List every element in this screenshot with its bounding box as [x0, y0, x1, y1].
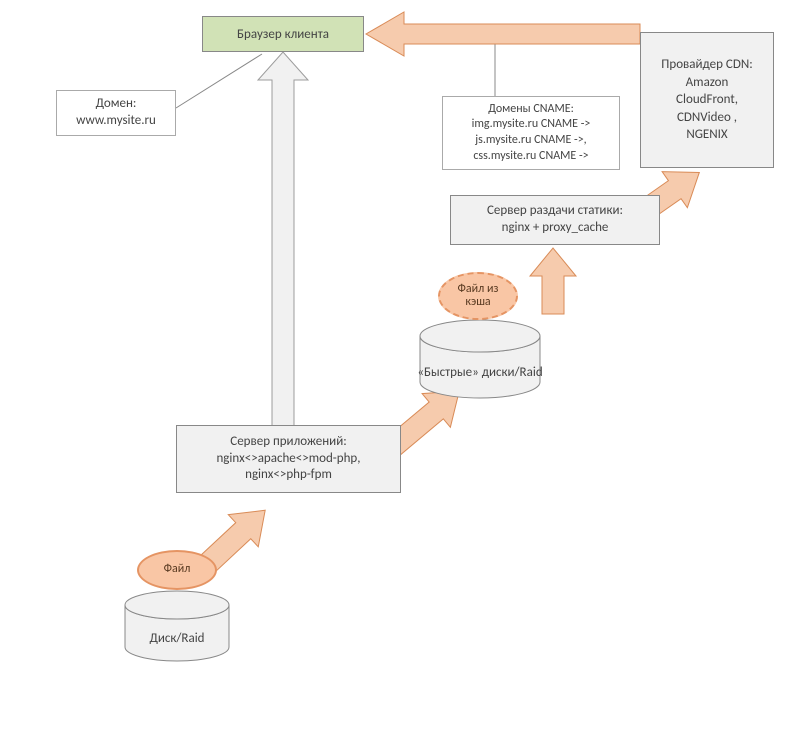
- node-static: Сервер раздачи статики: nginx + proxy_ca…: [450, 195, 660, 245]
- arrow-app-to-browser: [258, 52, 308, 426]
- cylinder-disk-label: Диск/Raid: [149, 631, 204, 646]
- node-static-line0: Сервер раздачи статики:: [487, 203, 623, 220]
- callout-cname-line0: Домены CNAME:: [488, 102, 574, 118]
- node-appserver-line1: nginx<>apache<>mod-php,: [216, 451, 360, 468]
- node-cdn-line4: NGENIX: [686, 126, 727, 144]
- callout-cname-line3: css.mysite.ru CNAME ->: [473, 149, 588, 165]
- callout-domain-line0: Домен:: [96, 96, 137, 113]
- cylinder-fastdisk: «Быстрые» диски/Raid: [417, 320, 542, 398]
- ellipse-filecache: Файл из кэша: [438, 272, 518, 320]
- node-appserver-line0: Сервер приложений:: [230, 434, 346, 451]
- node-cdn-line1: Amazon: [686, 74, 729, 92]
- node-static-line1: nginx + proxy_cache: [502, 220, 609, 237]
- callout-cname-line2: js.mysite.ru CNAME ->,: [475, 133, 586, 149]
- cylinder-fastdisk-label: «Быстрые» диски/Raid: [417, 365, 542, 380]
- node-cdn-line3: CDNVideo ,: [677, 109, 737, 127]
- ellipse-file-line0: Файл: [164, 563, 191, 576]
- callout-cname: Домены CNAME: img.mysite.ru CNAME -> js.…: [442, 96, 620, 170]
- arrow-fastdisk-to-static: [530, 248, 576, 314]
- ellipse-filecache-line1: кэша: [465, 296, 490, 309]
- callout-cname-line1: img.mysite.ru CNAME ->: [472, 117, 591, 133]
- callout-domain-leader: [176, 54, 262, 108]
- node-browser-label: Браузер клиента: [237, 27, 329, 42]
- callout-domain: Домен: www.mysite.ru: [56, 90, 176, 136]
- ellipse-file: Файл: [137, 550, 217, 590]
- node-browser: Браузер клиента: [202, 16, 364, 52]
- node-appserver-line2: nginx<>php-fpm: [245, 467, 332, 484]
- node-cdn: Провайдер CDN: Amazon CloudFront, CDNVid…: [640, 32, 774, 168]
- node-appserver: Сервер приложений: nginx<>apache<>mod-ph…: [176, 425, 401, 493]
- node-cdn-line2: CloudFront,: [676, 91, 738, 109]
- cylinder-disk: Диск/Raid: [125, 591, 229, 661]
- arrow-cdn-to-browser: [366, 12, 640, 56]
- callout-domain-line1: www.mysite.ru: [76, 113, 156, 130]
- node-cdn-line0: Провайдер CDN:: [661, 56, 752, 74]
